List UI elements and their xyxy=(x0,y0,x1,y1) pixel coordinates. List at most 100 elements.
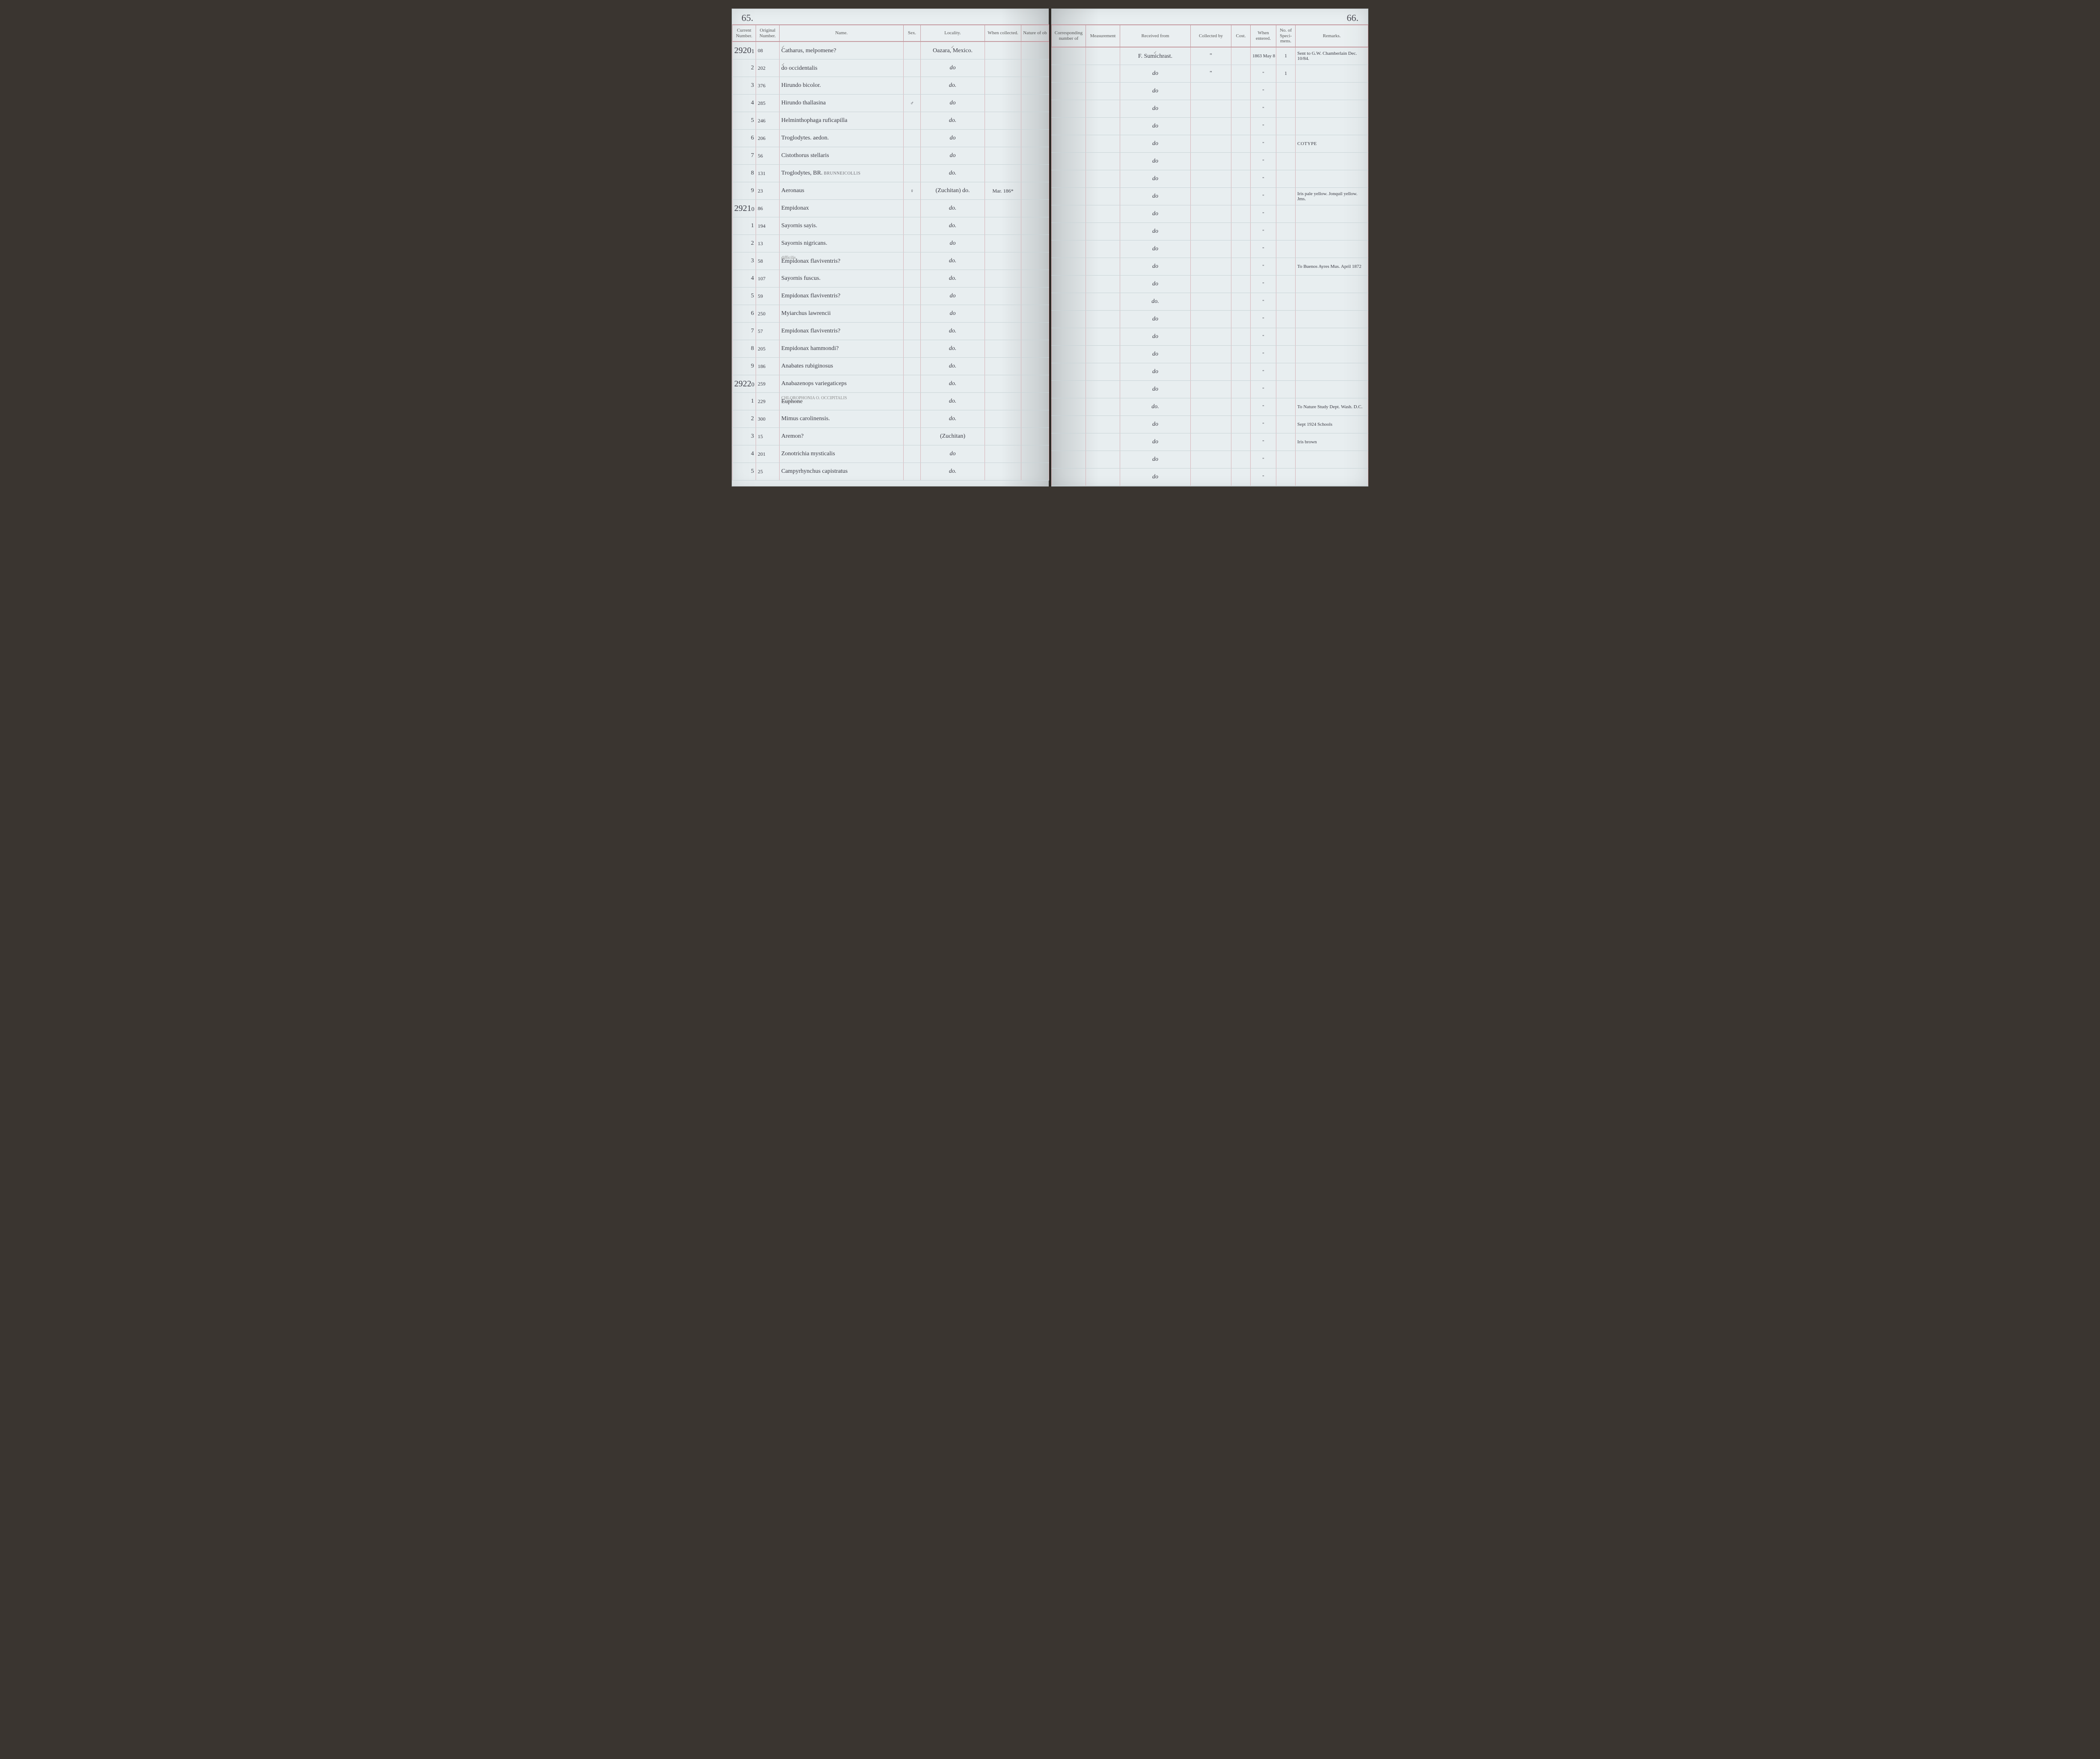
received-text: do xyxy=(1152,439,1158,445)
cell-nature xyxy=(1021,130,1049,147)
col-corresponding: Corresponding number of xyxy=(1052,25,1086,47)
cell-when-collected xyxy=(985,42,1021,59)
cell-original-number: 300 xyxy=(756,410,780,428)
cell-when-entered: " xyxy=(1251,451,1276,468)
cell-nature xyxy=(1021,112,1049,130)
cell-no-specimens xyxy=(1276,117,1296,135)
cell-nature xyxy=(1021,217,1049,235)
table-row: 3376Hirundo bicolor.do. xyxy=(733,77,1049,95)
cell-when-entered: " xyxy=(1251,170,1276,187)
cell-when-entered: " xyxy=(1251,415,1276,433)
table-row: do" xyxy=(1052,328,1368,345)
cell-when-entered: " xyxy=(1251,468,1276,486)
name-text: Helminthophaga ruficapilla xyxy=(781,117,847,124)
table-row: 2202✓do occidentalisdo xyxy=(733,59,1049,77)
cell-locality: ✓Oazara, Mexico. xyxy=(921,42,985,59)
locality-text: do xyxy=(950,152,956,159)
table-row: 29220259Anabazenops variegaticepsdo. xyxy=(733,375,1049,393)
cell-cost xyxy=(1231,47,1251,65)
cell-locality: do xyxy=(921,445,985,463)
cell-name: Sayornis fuscus. xyxy=(780,270,904,288)
col-collected-by: Collected by xyxy=(1191,25,1231,47)
cell-current-number: 2 xyxy=(733,59,756,77)
current-number-minor: 1 xyxy=(751,222,754,229)
col-locality: Locality. xyxy=(921,25,985,42)
col-current-number: Current Number. xyxy=(733,25,756,42)
cell-sex xyxy=(904,463,921,481)
locality-text: do. xyxy=(949,275,957,282)
current-number-minor: 0 xyxy=(751,382,754,388)
cell-locality: do. xyxy=(921,252,985,270)
cell-cost xyxy=(1231,170,1251,187)
cell-no-specimens xyxy=(1276,205,1296,222)
cell-remarks xyxy=(1296,117,1368,135)
name-text: Sayornis nigricans. xyxy=(781,240,827,246)
cell-cost xyxy=(1231,293,1251,310)
cell-remarks: To Buenos Ayres Mus. April 1872 xyxy=(1296,258,1368,275)
cell-name: Sayornis sayis. xyxy=(780,217,904,235)
cell-nature xyxy=(1021,288,1049,305)
cell-collected-by xyxy=(1191,187,1231,205)
cell-corresponding xyxy=(1052,100,1086,117)
cell-cost xyxy=(1231,380,1251,398)
cell-name: Hirundo bicolor. xyxy=(780,77,904,95)
cell-current-number: 3 xyxy=(733,428,756,445)
name-text: Mimus carolinensis. xyxy=(781,415,830,422)
cell-name: Aeronaus xyxy=(780,182,904,200)
cell-when-entered: " xyxy=(1251,187,1276,205)
received-text: do xyxy=(1152,333,1158,340)
table-row: 4285Hirundo thallasina♂do xyxy=(733,95,1049,112)
cell-current-number: 4 xyxy=(733,95,756,112)
cell-received-from: do xyxy=(1120,451,1191,468)
cell-no-specimens xyxy=(1276,328,1296,345)
cell-received-from: do xyxy=(1120,275,1191,293)
locality-text: do. xyxy=(949,82,957,89)
cell-corresponding xyxy=(1052,258,1086,275)
cell-cost xyxy=(1231,135,1251,152)
table-row: 8205Empidonax hammondi?do. xyxy=(733,340,1049,358)
table-row: 8131Troglodytes, BR. BRUNNEICOLLISdo. xyxy=(733,165,1049,182)
cell-corresponding xyxy=(1052,82,1086,100)
cell-measurement xyxy=(1086,152,1120,170)
left-table: Current Number. Original Number. Name. S… xyxy=(732,24,1049,481)
cell-current-number: 29201 xyxy=(733,42,756,59)
cell-measurement xyxy=(1086,345,1120,363)
cell-received-from: do xyxy=(1120,328,1191,345)
cell-when-entered: " xyxy=(1251,117,1276,135)
cell-when-collected xyxy=(985,252,1021,270)
cell-corresponding xyxy=(1052,170,1086,187)
table-row: do"COTYPE xyxy=(1052,135,1368,152)
cell-corresponding xyxy=(1052,380,1086,398)
cell-cost xyxy=(1231,222,1251,240)
cell-corresponding xyxy=(1052,240,1086,258)
cell-when-entered: " xyxy=(1251,135,1276,152)
cell-collected-by: " xyxy=(1191,47,1231,65)
cell-nature xyxy=(1021,42,1049,59)
col-measurement: Measurement xyxy=(1086,25,1120,47)
current-number-minor: 3 xyxy=(751,258,754,264)
cell-nature xyxy=(1021,358,1049,375)
current-number-minor: 4 xyxy=(751,451,754,457)
cell-corresponding xyxy=(1052,222,1086,240)
col-when-collected: When collected. xyxy=(985,25,1021,42)
cell-collected-by xyxy=(1191,100,1231,117)
cell-name: Zonotrichia mysticalis xyxy=(780,445,904,463)
current-number-minor: 1 xyxy=(751,398,754,404)
name-text: do occidentalis xyxy=(781,65,817,71)
cell-name: difficilisEmpidonax flaviventris? xyxy=(780,252,904,270)
cell-name: Troglodytes. aedon. xyxy=(780,130,904,147)
cell-locality: do xyxy=(921,147,985,165)
cell-locality: do. xyxy=(921,375,985,393)
cell-measurement xyxy=(1086,415,1120,433)
cell-when-collected xyxy=(985,59,1021,77)
cell-nature xyxy=(1021,200,1049,217)
cell-current-number: 3 xyxy=(733,77,756,95)
cell-current-number: 1 xyxy=(733,393,756,410)
cell-received-from: do xyxy=(1120,468,1191,486)
cell-locality: (Zuchitan) xyxy=(921,428,985,445)
cell-corresponding xyxy=(1052,205,1086,222)
cell-locality: do. xyxy=(921,393,985,410)
table-row: do"Sept 1924 Schools xyxy=(1052,415,1368,433)
locality-text: do. xyxy=(949,398,957,404)
cell-corresponding xyxy=(1052,65,1086,82)
